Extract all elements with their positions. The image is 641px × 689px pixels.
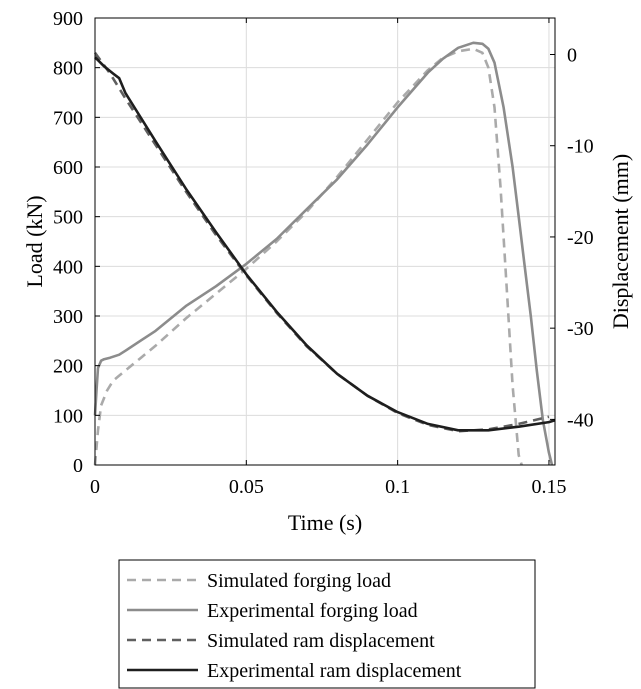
x-tick-label: 0.05 bbox=[229, 476, 264, 498]
y-left-tick-label: 500 bbox=[53, 207, 83, 229]
y-axis-right-label: Displacement (mm) bbox=[608, 154, 633, 329]
y-left-tick-label: 0 bbox=[73, 455, 83, 477]
y-axis-left-label: Load (kN) bbox=[22, 195, 47, 287]
series-line-2 bbox=[93, 41, 554, 466]
x-axis-label: Time (s) bbox=[288, 510, 362, 535]
plot-series bbox=[93, 41, 556, 466]
legend-box bbox=[118, 559, 536, 689]
x-tick-label: 0 bbox=[90, 476, 100, 498]
x-tick-label: 0.15 bbox=[531, 476, 566, 498]
y-left-tick-label: 200 bbox=[53, 356, 83, 378]
legend-label: Experimental forging load bbox=[207, 600, 418, 622]
legend-label: Simulated ram displacement bbox=[207, 630, 435, 652]
y-left-tick-label: 400 bbox=[53, 256, 83, 278]
y-left-tick-label: 900 bbox=[53, 8, 83, 30]
plot-frame bbox=[94, 17, 556, 466]
axis-ticks: 0 0.05 0.1 0.15 0 100 200 300 400 500 600 700 800 900… bbox=[53, 8, 594, 498]
series-line-1 bbox=[93, 47, 523, 466]
y-right-tick-label: -30 bbox=[567, 318, 594, 340]
grid bbox=[94, 17, 555, 466]
series-line-3 bbox=[93, 51, 550, 433]
y-left-tick-label: 100 bbox=[53, 405, 83, 427]
y-right-tick-label: -20 bbox=[567, 227, 594, 249]
legend-label: Experimental ram displacement bbox=[207, 660, 462, 682]
y-left-tick-label: 800 bbox=[53, 58, 83, 80]
legend: Simulated forging load Experimental forgi… bbox=[118, 559, 536, 689]
y-right-tick-label: -40 bbox=[567, 409, 594, 431]
x-tick-label: 0.1 bbox=[385, 476, 410, 498]
y-left-tick-label: 600 bbox=[53, 157, 83, 179]
y-left-tick-label: 700 bbox=[53, 107, 83, 129]
series-line-4 bbox=[94, 56, 556, 432]
y-right-tick-label: -10 bbox=[567, 136, 594, 158]
y-right-tick-label: 0 bbox=[567, 44, 577, 66]
y-left-tick-label: 300 bbox=[53, 306, 83, 328]
legend-label: Simulated forging load bbox=[207, 570, 391, 592]
